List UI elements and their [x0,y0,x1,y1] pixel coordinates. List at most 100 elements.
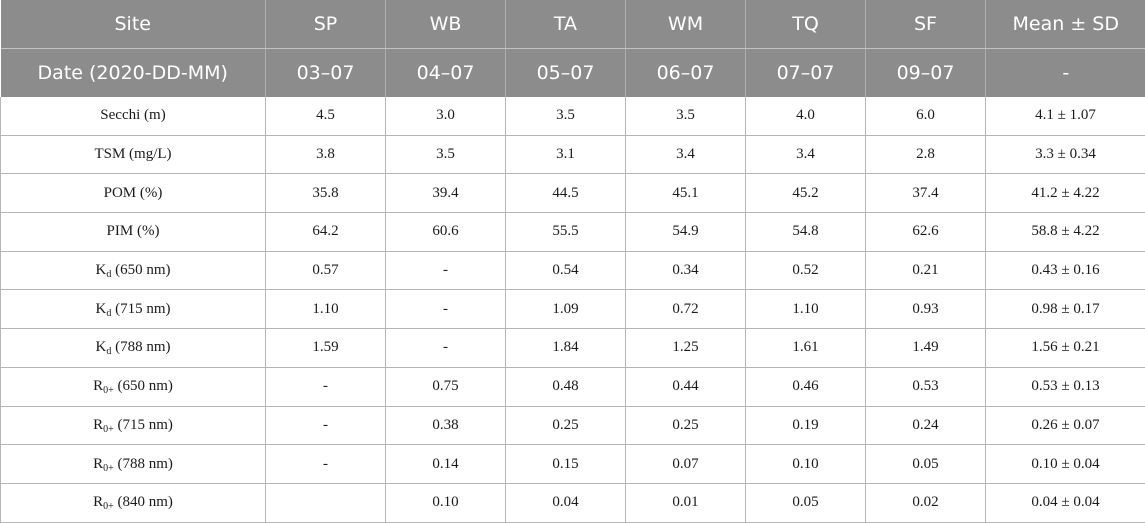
row-label-main: R [93,494,103,510]
value-cell: 3.5 [626,97,746,135]
value-cell: 0.53 [866,367,986,406]
row-label-main: POM (%) [104,185,163,201]
mean-sd-cell: 0.98 ± 0.17 [986,290,1145,329]
row-label-subscript: 0+ [103,463,114,474]
row-label-subscript: 0+ [103,501,114,512]
value-cell: - [386,290,506,329]
header-date-mean-sd: - [986,49,1145,98]
header-date: Date (2020-DD-MM) [1,49,266,98]
table-header: Site SP WB TA WM TQ SF Mean ± SD Date (2… [1,0,1145,97]
value-cell: - [266,406,386,445]
value-cell: 0.46 [746,367,866,406]
header-sp: SP [266,0,386,49]
value-cell: 0.10 [746,445,866,484]
value-cell: 0.05 [746,483,866,522]
header-date-sf: 09–07 [866,49,986,98]
value-cell: 3.4 [626,135,746,174]
value-cell: 4.5 [266,97,386,135]
value-cell: 3.5 [386,135,506,174]
header-date-wm: 06–07 [626,49,746,98]
row-label-wavelength: (715 nm) [114,417,173,433]
value-cell: 1.10 [746,290,866,329]
header-date-ta: 05–07 [506,49,626,98]
value-cell: 0.25 [506,406,626,445]
value-cell: 0.48 [506,367,626,406]
header-site: Site [1,0,266,49]
value-cell: 0.19 [746,406,866,445]
value-cell: 0.24 [866,406,986,445]
value-cell: 1.59 [266,329,386,368]
row-label-main: TSM (mg/L) [94,146,171,162]
value-cell: 0.01 [626,483,746,522]
value-cell: 55.5 [506,213,626,252]
mean-sd-cell: 0.53 ± 0.13 [986,367,1145,406]
value-cell: 0.34 [626,251,746,290]
row-label-main: R [93,456,103,472]
value-cell: 0.02 [866,483,986,522]
value-cell: 0.05 [866,445,986,484]
header-mean-sd: Mean ± SD [986,0,1145,49]
value-cell: 3.8 [266,135,386,174]
value-cell: 3.5 [506,97,626,135]
header-sf: SF [866,0,986,49]
header-date-sp: 03–07 [266,49,386,98]
row-label-wavelength: (715 nm) [111,301,170,317]
row-label-wavelength: (840 nm) [114,494,173,510]
value-cell: 0.52 [746,251,866,290]
mean-sd-cell: 58.8 ± 4.22 [986,213,1145,252]
value-cell: 0.57 [266,251,386,290]
value-cell [266,483,386,522]
row-label-main: R [93,378,103,394]
value-cell: 54.9 [626,213,746,252]
value-cell: 45.2 [746,174,866,213]
row-label-wavelength: (788 nm) [114,456,173,472]
row-label: POM (%) [1,174,266,213]
header-date-tq: 07–07 [746,49,866,98]
row-label-subscript: 0+ [103,424,114,435]
row-label: TSM (mg/L) [1,135,266,174]
value-cell: 54.8 [746,213,866,252]
row-label: R0+ (715 nm) [1,406,266,445]
value-cell: 45.1 [626,174,746,213]
value-cell: 2.8 [866,135,986,174]
row-label-main: K [95,262,106,278]
row-label-main: K [95,301,106,317]
mean-sd-cell: 4.1 ± 1.07 [986,97,1145,135]
header-wb: WB [386,0,506,49]
value-cell: 0.10 [386,483,506,522]
value-cell: 3.1 [506,135,626,174]
row-label-subscript: 0+ [103,385,114,396]
value-cell: 0.44 [626,367,746,406]
row-label: Kd (650 nm) [1,251,266,290]
value-cell: 3.4 [746,135,866,174]
value-cell: 1.09 [506,290,626,329]
row-label-main: PIM (%) [107,223,160,239]
header-date-wb: 04–07 [386,49,506,98]
mean-sd-cell: 3.3 ± 0.34 [986,135,1145,174]
value-cell: - [386,251,506,290]
row-label-main: R [93,417,103,433]
value-cell: 3.0 [386,97,506,135]
row-label: Kd (788 nm) [1,329,266,368]
value-cell: - [266,367,386,406]
value-cell: 0.25 [626,406,746,445]
header-tq: TQ [746,0,866,49]
value-cell: 35.8 [266,174,386,213]
value-cell: 1.61 [746,329,866,368]
mean-sd-cell: 0.10 ± 0.04 [986,445,1145,484]
header-ta: TA [506,0,626,49]
value-cell: 60.6 [386,213,506,252]
row-label-wavelength: (788 nm) [111,339,170,355]
value-cell: 0.14 [386,445,506,484]
